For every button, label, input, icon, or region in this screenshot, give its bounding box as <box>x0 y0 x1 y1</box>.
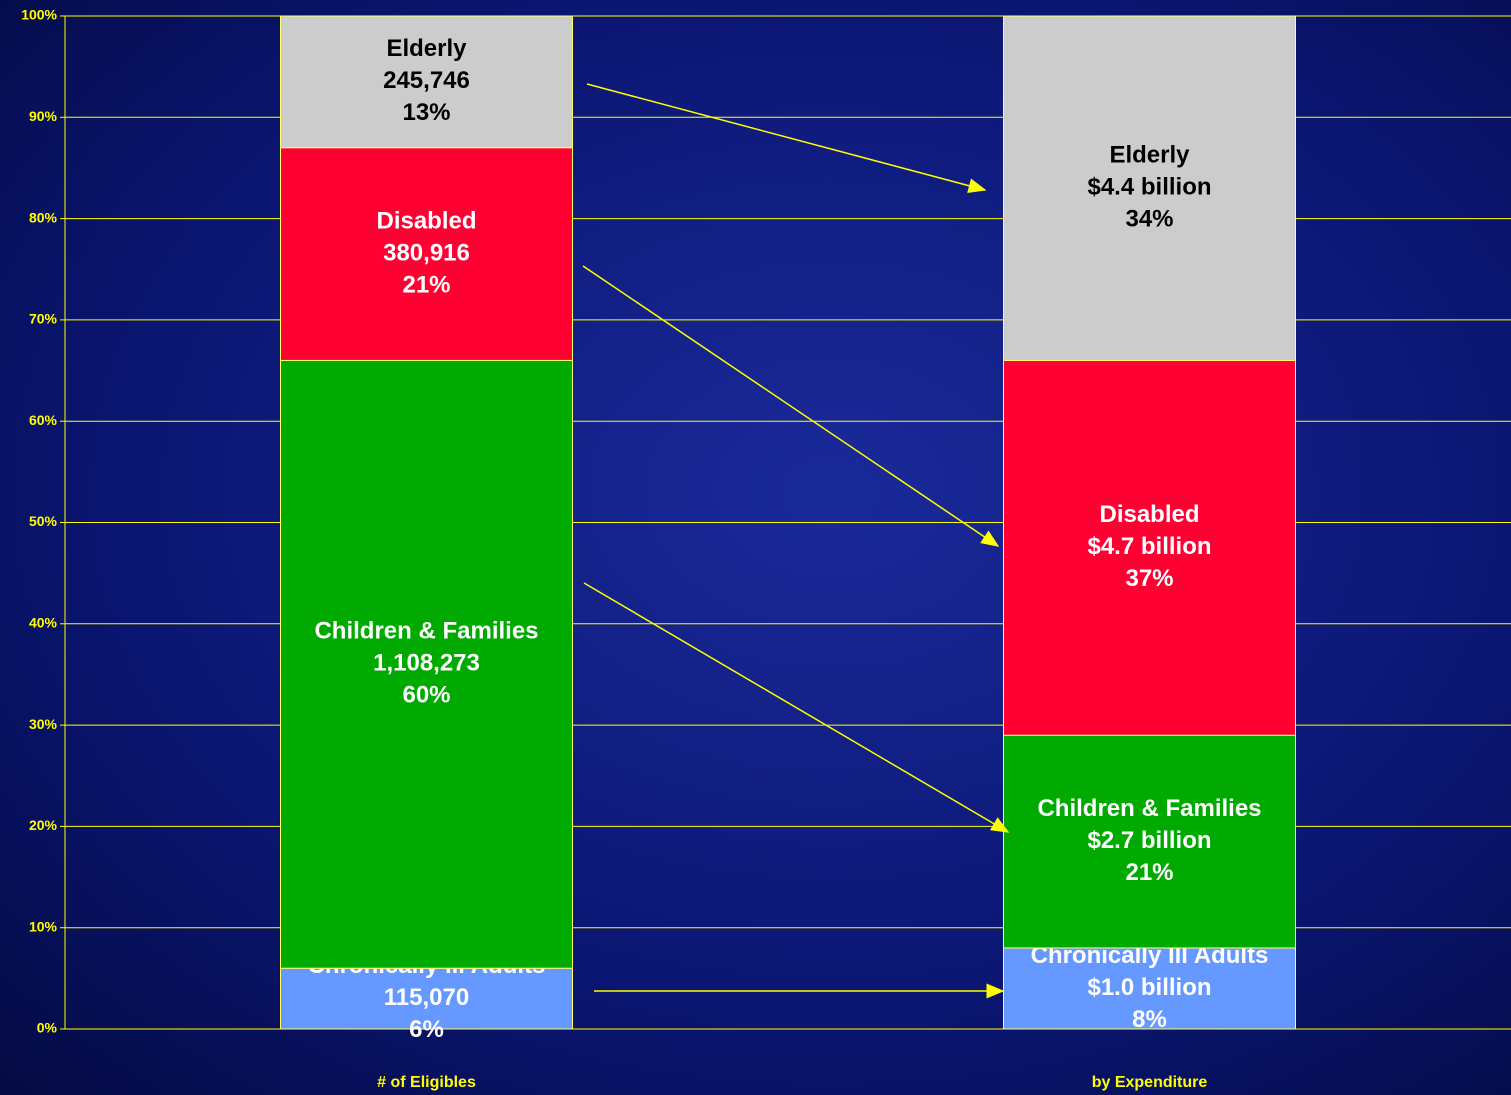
plot-area: 0% 10% 20% 30% 40% 50% 60% 70% 80% 90% 100% # of El… <box>21 7 1511 1091</box>
segment-label-value: 13% <box>402 99 450 126</box>
bar-segment <box>280 147 573 361</box>
segment-label-detail: $1.0 billion <box>1087 974 1211 1001</box>
bar-segment <box>1003 359 1296 736</box>
segment-label-value: 21% <box>1125 859 1173 886</box>
segment-label-detail: $4.7 billion <box>1087 533 1211 560</box>
segment-label-name: Disabled <box>376 207 476 234</box>
segment-label-name: Elderly <box>386 35 467 62</box>
segment-label-value: 6% <box>409 1016 444 1043</box>
bar-segment <box>1003 947 1296 1030</box>
segment-label-detail: $2.7 billion <box>1087 827 1211 854</box>
segment-label-value: 8% <box>1132 1006 1167 1033</box>
segment-label-detail: 1,108,273 <box>373 650 480 677</box>
y-tick-label: 20% <box>29 817 58 833</box>
y-tick-label: 50% <box>29 513 58 529</box>
arrow <box>586 83 987 194</box>
segment-label-name: Elderly <box>1109 142 1190 169</box>
y-tick-label: 60% <box>29 412 58 428</box>
bar-segment <box>1003 15 1296 361</box>
segment-label-detail: 380,916 <box>383 239 470 266</box>
y-tick-label: 90% <box>29 108 58 124</box>
arrows <box>582 83 1010 999</box>
arrow <box>582 265 1000 547</box>
segment-label-value: 34% <box>1125 206 1173 233</box>
segment-label-name: Children & Families <box>1037 795 1261 822</box>
segment-label-value: 60% <box>402 682 450 709</box>
segment-label-detail: $4.4 billion <box>1087 174 1211 201</box>
segment-label-detail: 245,746 <box>383 67 470 94</box>
x-tick-label: by Expenditure <box>1092 1074 1208 1091</box>
y-tick-label: 30% <box>29 716 58 732</box>
bar-segment <box>280 967 573 1030</box>
arrow <box>583 582 1010 833</box>
y-tick-label: 40% <box>29 615 58 631</box>
segment-label-name: Disabled <box>1099 501 1199 528</box>
segment-label-detail: 115,070 <box>384 984 469 1011</box>
segment-label-name: Children & Families <box>314 618 538 645</box>
y-tick-label: 80% <box>29 209 58 225</box>
y-tick-label: 0% <box>37 1020 58 1036</box>
y-tick-label: 70% <box>29 311 58 327</box>
y-tick-label: 100% <box>21 7 57 23</box>
segment-label-value: 21% <box>402 271 450 298</box>
x-tick-label: # of Eligibles <box>377 1074 476 1091</box>
bar-segment <box>280 359 573 969</box>
y-tick-label: 10% <box>29 918 58 934</box>
bar-segment <box>280 15 573 149</box>
segment-label-value: 37% <box>1125 565 1173 592</box>
